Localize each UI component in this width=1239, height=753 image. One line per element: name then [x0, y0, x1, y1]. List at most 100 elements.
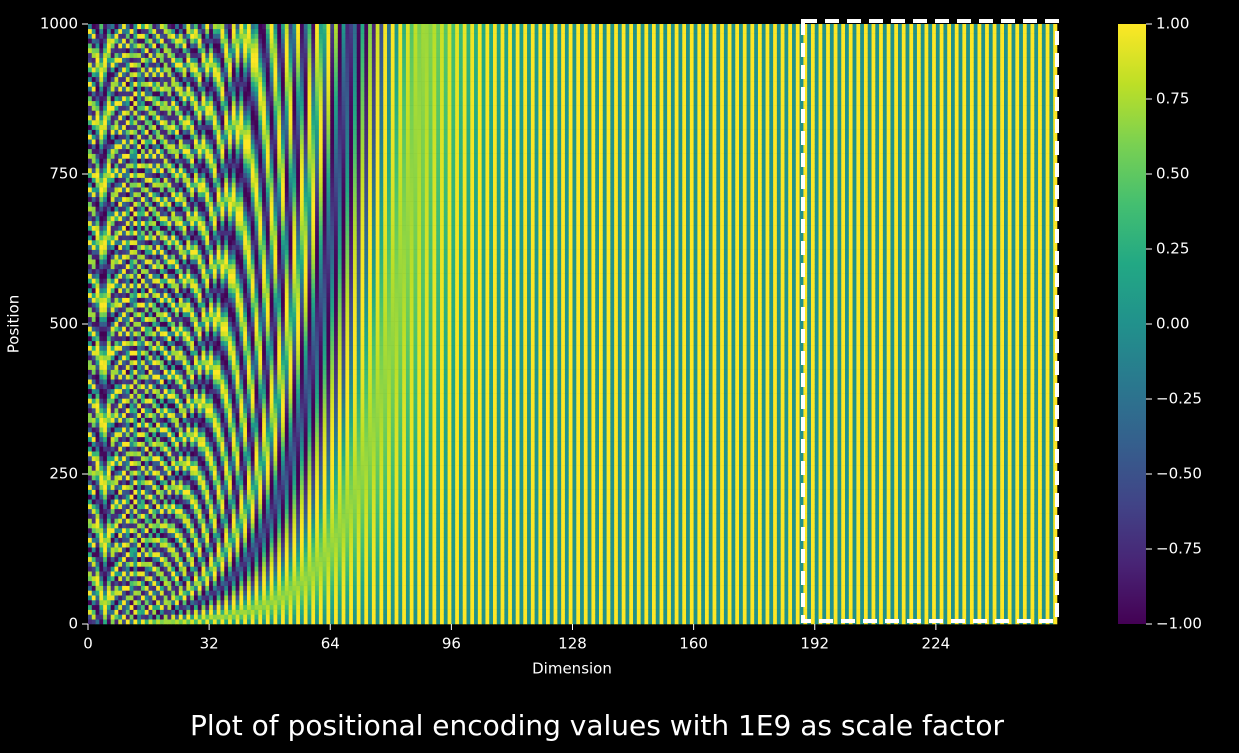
heatmap-cell	[122, 274, 126, 279]
heatmap-cell	[107, 187, 111, 192]
heatmap-cell	[88, 456, 92, 461]
heatmap-cell	[118, 317, 122, 322]
heatmap-cell	[96, 235, 100, 240]
heatmap-cell	[111, 110, 115, 115]
heatmap-cell	[137, 499, 141, 504]
heatmap-cell	[133, 274, 137, 279]
heatmap-cell	[88, 360, 92, 365]
heatmap-cell	[96, 533, 100, 538]
heatmap-cell	[130, 106, 134, 111]
heatmap-cell	[133, 427, 137, 432]
heatmap-cell	[96, 557, 100, 562]
heatmap-cell	[137, 182, 141, 187]
heatmap-cell	[130, 278, 134, 283]
heatmap-cell	[103, 168, 107, 173]
heatmap-cell	[115, 254, 119, 259]
heatmap-cell	[92, 432, 96, 437]
heatmap-cell	[122, 480, 126, 485]
heatmap-cell	[130, 317, 134, 322]
heatmap-cell	[133, 547, 137, 552]
heatmap-cell	[130, 518, 134, 523]
heatmap-cell	[92, 446, 96, 451]
heatmap-cell	[99, 96, 103, 101]
heatmap-cell	[122, 182, 126, 187]
heatmap-cell	[122, 470, 126, 475]
heatmap-cell	[141, 576, 145, 581]
heatmap-cell	[111, 163, 115, 168]
heatmap-cell	[118, 586, 122, 591]
heatmap-cell	[88, 538, 92, 543]
heatmap-cell	[122, 610, 126, 615]
heatmap-cell	[137, 571, 141, 576]
heatmap-cell	[115, 427, 119, 432]
heatmap-cell	[130, 187, 134, 192]
heatmap-cell	[122, 360, 126, 365]
heatmap-cell	[107, 86, 111, 91]
heatmap-cell	[96, 571, 100, 576]
heatmap-cell	[92, 254, 96, 259]
heatmap-cell	[92, 552, 96, 557]
heatmap-cell	[122, 446, 126, 451]
heatmap-cell	[130, 77, 134, 82]
heatmap-cell	[96, 86, 100, 91]
heatmap-cell	[96, 192, 100, 197]
heatmap-cell	[107, 437, 111, 442]
heatmap-cell	[96, 110, 100, 115]
heatmap-cell	[107, 586, 111, 591]
heatmap-cell	[88, 149, 92, 154]
heatmap-cell	[92, 365, 96, 370]
heatmap-cell	[118, 144, 122, 149]
heatmap-cell	[130, 432, 134, 437]
heatmap-cell	[133, 293, 137, 298]
heatmap-cell	[92, 125, 96, 130]
heatmap-cell	[133, 245, 137, 250]
heatmap-cell	[130, 605, 134, 610]
heatmap-cell	[118, 264, 122, 269]
heatmap-cell	[122, 120, 126, 125]
heatmap-cell	[122, 192, 126, 197]
heatmap-cell	[130, 389, 134, 394]
heatmap-cell	[133, 619, 137, 624]
heatmap-cell	[122, 408, 126, 413]
heatmap-cell	[133, 514, 137, 519]
heatmap-cell	[133, 91, 137, 96]
heatmap-cell	[88, 53, 92, 58]
heatmap-cell	[130, 197, 134, 202]
heatmap-cell	[133, 470, 137, 475]
heatmap-cell	[107, 216, 111, 221]
heatmap-cell	[126, 326, 130, 331]
heatmap-cell	[99, 221, 103, 226]
heatmap-cell	[115, 72, 119, 77]
heatmap-cell	[130, 470, 134, 475]
heatmap-cell	[115, 58, 119, 63]
heatmap-cell	[107, 38, 111, 43]
heatmap-cell	[118, 384, 122, 389]
heatmap-cell	[137, 504, 141, 509]
heatmap-cell	[122, 144, 126, 149]
heatmap-cell	[99, 206, 103, 211]
heatmap-cell	[92, 173, 96, 178]
heatmap-cell	[137, 480, 141, 485]
heatmap-cell	[130, 557, 134, 562]
heatmap-cell	[92, 398, 96, 403]
heatmap-cell	[99, 552, 103, 557]
heatmap-cell	[92, 139, 96, 144]
heatmap-cell	[107, 533, 111, 538]
heatmap-cell	[92, 106, 96, 111]
heatmap-cell	[96, 470, 100, 475]
heatmap-cell	[96, 528, 100, 533]
heatmap-cell	[133, 82, 137, 87]
heatmap-cell	[103, 158, 107, 163]
heatmap-cell	[126, 317, 130, 322]
heatmap-cell	[92, 240, 96, 245]
heatmap-cell	[88, 130, 92, 135]
heatmap-cell	[130, 466, 134, 471]
heatmap-cell	[126, 547, 130, 552]
heatmap-cell	[88, 523, 92, 528]
heatmap-cell	[122, 58, 126, 63]
heatmap-cell	[88, 499, 92, 504]
heatmap-cell	[103, 456, 107, 461]
heatmap-cell	[126, 336, 130, 341]
heatmap-cell	[130, 480, 134, 485]
heatmap-cell	[122, 134, 126, 139]
